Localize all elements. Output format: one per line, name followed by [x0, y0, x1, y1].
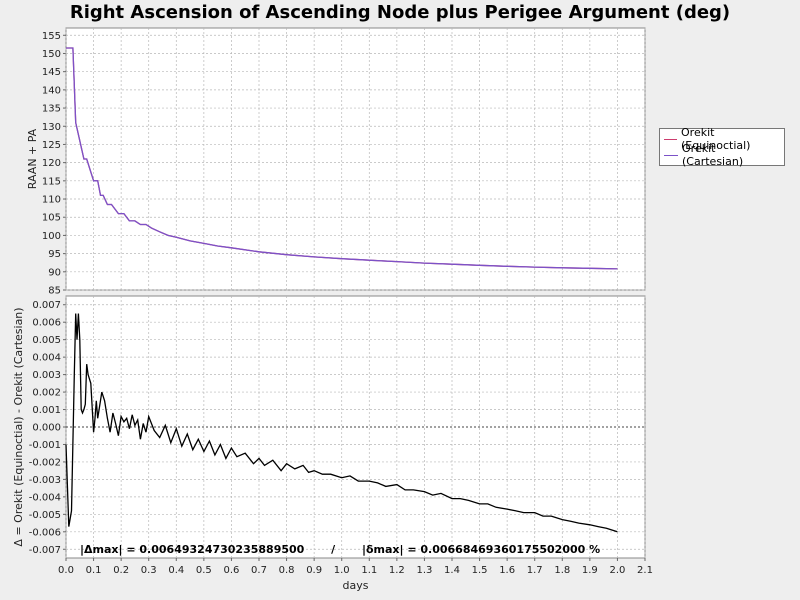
x-tick-label: 1.3 — [416, 565, 432, 576]
x-tick-label: 1.7 — [527, 565, 543, 576]
x-tick-label: 0.1 — [86, 565, 102, 576]
x-tick-label: 0.4 — [168, 565, 184, 576]
top-y-tick-label: 90 — [48, 267, 61, 278]
top-y-tick-label: 100 — [42, 231, 61, 242]
bottom-y-tick-label: -0.006 — [29, 527, 61, 538]
x-axis-label: days — [343, 579, 369, 592]
x-tick-label: 1.9 — [582, 565, 598, 576]
bottom-y-tick-label: 0.007 — [32, 300, 61, 311]
bottom-y-tick-label: -0.007 — [29, 545, 61, 556]
bottom-y-tick-label: -0.005 — [29, 510, 61, 521]
top-y-tick-label: 115 — [42, 176, 61, 187]
bottom-y-tick-label: -0.001 — [29, 440, 61, 451]
top-y-tick-label: 140 — [42, 85, 61, 96]
bottom-y-tick-label: -0.004 — [29, 492, 61, 503]
x-tick-label: 1.2 — [389, 565, 405, 576]
legend-swatch-equinoctial — [664, 138, 678, 140]
top-y-tick-label: 125 — [42, 140, 61, 151]
x-tick-label: 2.0 — [609, 565, 625, 576]
bottom-y-tick-label: 0.006 — [32, 318, 61, 329]
top-y-tick-label: 110 — [42, 195, 61, 206]
x-tick-label: 0.7 — [251, 565, 267, 576]
chart-title: Right Ascension of Ascending Node plus P… — [69, 2, 731, 23]
x-tick-label: 1.5 — [472, 565, 488, 576]
x-tick-label: 0.0 — [58, 565, 74, 576]
x-tick-label: 1.0 — [334, 565, 350, 576]
bottom-y-tick-label: 0.000 — [32, 423, 61, 434]
x-tick-label: 0.8 — [279, 565, 295, 576]
x-tick-label: 0.9 — [306, 565, 322, 576]
legend-item-cartesian: Orekit (Cartesian) — [664, 142, 780, 168]
legend-label-equinoctial: Orekit (Equinoctial) — [681, 126, 751, 152]
top-y-axis-label: RAAN + PA — [26, 128, 39, 189]
top-y-tick-label: 130 — [42, 122, 61, 133]
bottom-y-tick-label: 0.003 — [32, 370, 61, 381]
bottom-y-axis-label: Δ = Orekit (Equinoctial) - Orekit (Carte… — [12, 307, 25, 546]
top-y-tick-label: 120 — [42, 158, 61, 169]
x-tick-label: 0.3 — [141, 565, 157, 576]
top-y-tick-label: 150 — [42, 49, 61, 60]
x-tick-label: 0.6 — [223, 565, 239, 576]
bottom-y-tick-label: 0.005 — [32, 335, 61, 346]
top-y-tick-label: 145 — [42, 67, 61, 78]
top-y-tick-label: 85 — [48, 286, 61, 297]
bottom-y-tick-label: 0.001 — [32, 405, 61, 416]
x-tick-label: 1.6 — [499, 565, 515, 576]
x-tick-label: 0.5 — [196, 565, 212, 576]
bottom-y-tick-label: 0.002 — [32, 388, 61, 399]
bottom-series-line-0 — [65, 313, 618, 533]
x-tick-label: 1.1 — [361, 565, 377, 576]
legend: Orekit (Equinoctial) Orekit (Cartesian) — [659, 126, 785, 168]
legend-swatch-cartesian — [664, 154, 678, 156]
top-y-tick-label: 135 — [42, 104, 61, 115]
top-y-tick-label: 95 — [48, 249, 61, 260]
x-tick-label: 2.1 — [637, 565, 653, 576]
x-tick-label: 1.8 — [554, 565, 570, 576]
legend-item-equinoctial: Orekit (Equinoctial) — [664, 126, 780, 152]
delta-stats-text: |Δmax| = 0.00649324730235889500 / |δmax|… — [80, 543, 601, 556]
top-plot-area — [65, 27, 646, 291]
top-y-tick-label: 105 — [42, 213, 61, 224]
legend-label-cartesian: Orekit (Cartesian) — [682, 142, 744, 168]
bottom-y-tick-label: -0.002 — [29, 457, 61, 468]
x-tick-label: 0.2 — [113, 565, 129, 576]
bottom-y-tick-label: 0.004 — [32, 353, 61, 364]
top-y-tick-label: 155 — [42, 31, 61, 42]
top-series-line-1 — [66, 47, 618, 270]
bottom-y-tick-label: -0.003 — [29, 475, 61, 486]
x-tick-label: 1.4 — [444, 565, 460, 576]
